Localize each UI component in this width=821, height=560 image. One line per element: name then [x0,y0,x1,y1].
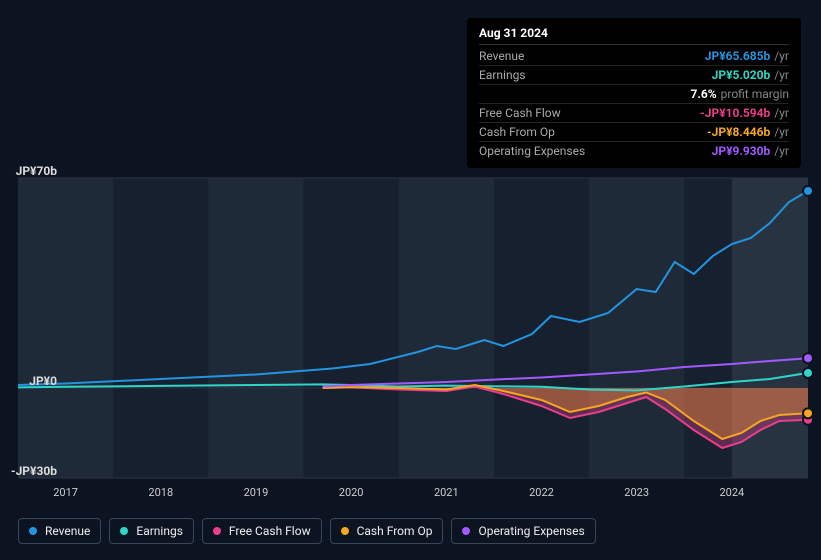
y-axis-tick-label: JP¥0 [29,374,57,388]
y-axis-tick-label: JP¥70b [16,164,57,178]
x-axis-tick-label: 2022 [529,486,554,499]
tooltip-row: Earnings JP¥5.020b/yr [479,66,789,85]
tooltip-row-value: JP¥9.930b/yr [712,144,789,158]
tooltip-row-label: Earnings [479,68,526,82]
x-axis-tick-label: 2018 [148,486,173,499]
x-axis-tick-label: 2021 [434,486,459,499]
tooltip-row: Cash From Op -JP¥8.446b/yr [479,123,789,142]
tooltip-row: Free Cash Flow -JP¥10.594b/yr [479,104,789,123]
tooltip-row: Revenue JP¥65.685b/yr [479,47,789,66]
legend-dot-icon [213,527,221,535]
legend-item-earnings[interactable]: Earnings [109,518,194,544]
legend-item-label: Earnings [136,524,183,538]
tooltip-row: Operating Expenses JP¥9.930b/yr [479,142,789,160]
tooltip-row-value: JP¥65.685b/yr [705,49,789,63]
chart-legend: Revenue Earnings Free Cash Flow Cash From O… [18,518,596,544]
y-axis-tick-label: -JP¥30b [11,464,57,478]
x-axis-tick-label: 2024 [719,486,744,499]
legend-dot-icon [120,527,128,535]
tooltip-row-label: Revenue [479,49,524,63]
legend-item-label: Cash From Op [357,524,433,538]
legend-item-label: Free Cash Flow [229,524,311,538]
tooltip-row-value: JP¥5.020b/yr [712,68,789,82]
x-axis-tick-label: 2017 [53,486,78,499]
tooltip-row-value: 7.6%profit margin [691,87,790,101]
legend-item-cash-from-op[interactable]: Cash From Op [330,518,444,544]
legend-item-label: Revenue [45,524,90,538]
tooltip-row-value: -JP¥8.446b/yr [707,125,789,139]
legend-item-operating-expenses[interactable]: Operating Expenses [451,518,595,544]
legend-dot-icon [462,527,470,535]
x-axis-tick-label: 2023 [624,486,649,499]
legend-item-free-cash-flow[interactable]: Free Cash Flow [202,518,322,544]
legend-item-revenue[interactable]: Revenue [18,518,101,544]
chart-tooltip: Aug 31 2024 Revenue JP¥65.685b/yr Earnings… [467,18,801,168]
tooltip-row-value: -JP¥10.594b/yr [700,106,789,120]
x-axis-tick-label: 2020 [339,486,364,499]
x-axis-tick-label: 2019 [244,486,269,499]
tooltip-date: Aug 31 2024 [479,26,789,45]
legend-dot-icon [29,527,37,535]
tooltip-row-label: Free Cash Flow [479,106,561,120]
tooltip-row: 7.6%profit margin [479,85,789,104]
tooltip-row-label: Cash From Op [479,125,555,139]
tooltip-row-label: Operating Expenses [479,144,585,158]
legend-dot-icon [341,527,349,535]
legend-item-label: Operating Expenses [478,524,584,538]
